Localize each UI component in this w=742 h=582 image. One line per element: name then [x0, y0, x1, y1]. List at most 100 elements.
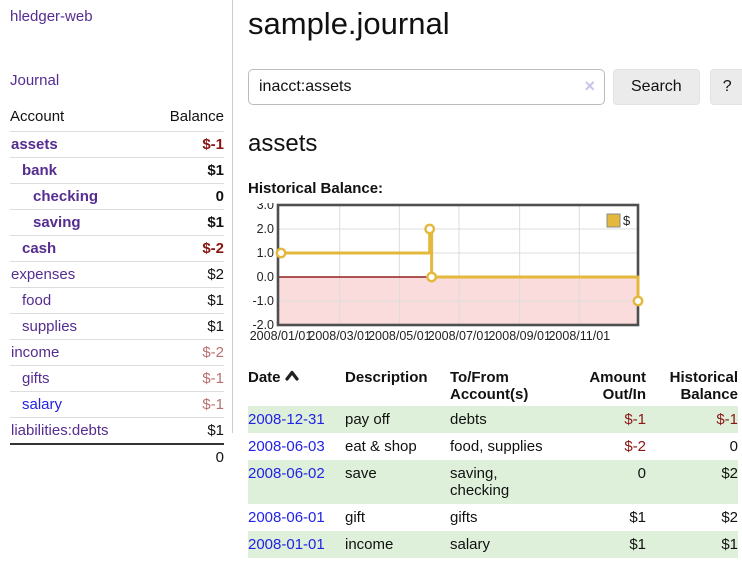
- sidebar-account-link[interactable]: saving: [33, 214, 81, 231]
- search-button[interactable]: Search: [613, 69, 700, 105]
- transaction-description: save: [345, 465, 377, 482]
- transaction-amount: $-2: [624, 438, 646, 455]
- sidebar-account-link[interactable]: checking: [33, 188, 99, 205]
- y-axis-tick-label: 0.0: [257, 270, 274, 284]
- transaction-description: pay off: [345, 411, 390, 428]
- transaction-date-link[interactable]: 2008-06-03: [248, 438, 325, 455]
- account-balance: 0: [148, 183, 224, 210]
- register-column-header: Historical Balance: [669, 369, 738, 403]
- account-balance: $1: [148, 157, 224, 184]
- account-balance: $1: [148, 417, 224, 445]
- search-form: × Search ?: [248, 69, 742, 105]
- x-axis-tick-label: 2008/03/01: [308, 329, 371, 343]
- transaction-amount: $-1: [624, 411, 646, 428]
- transaction-description: eat & shop: [345, 438, 417, 455]
- transaction-balance: $2: [721, 509, 738, 526]
- sidebar-account-link[interactable]: expenses: [11, 266, 76, 283]
- register-table: Date Description To/From Account(s) Amount …: [248, 366, 738, 558]
- account-balance: $1: [148, 209, 224, 236]
- account-heading: assets: [248, 130, 318, 157]
- account-balance: $1: [148, 287, 224, 314]
- account-row: income $-2: [10, 339, 224, 366]
- account-row: liabilities:debts $1: [10, 417, 224, 445]
- transaction-balance: $2: [721, 465, 738, 482]
- register-row: 2008-06-02 save saving, checking 0 $2: [248, 460, 738, 504]
- account-row: expenses $2: [10, 261, 224, 288]
- transaction-accounts: gifts: [450, 509, 478, 526]
- transaction-date-link[interactable]: 2008-01-01: [248, 536, 325, 553]
- register-row: 2008-06-03 eat & shop food, supplies $-2 0: [248, 433, 738, 460]
- x-axis-tick-label: 2008/09/01: [488, 329, 551, 343]
- transaction-amount: $1: [629, 536, 646, 553]
- transaction-balance: 0: [729, 438, 738, 455]
- register-column-header: Description: [345, 369, 428, 386]
- transaction-description: income: [345, 536, 394, 553]
- page-title: sample.journal: [248, 6, 450, 41]
- main-content: sample.journal × Search ? assets Histori…: [248, 0, 742, 558]
- search-box: ×: [248, 69, 605, 105]
- account-row: assets $-1: [10, 131, 224, 158]
- account-row: cash $-2: [10, 235, 224, 262]
- sidebar: hledger-web Journal Account Balance asse…: [0, 0, 233, 470]
- transaction-amount: $1: [629, 509, 646, 526]
- search-input[interactable]: [248, 69, 605, 105]
- x-axis-tick-label: 2008/07/01: [428, 329, 491, 343]
- help-button[interactable]: ?: [709, 69, 742, 105]
- account-row: checking 0: [10, 183, 224, 210]
- account-balance: $-2: [148, 235, 224, 262]
- sidebar-account-link[interactable]: bank: [22, 162, 58, 179]
- accounts-table: Account Balance assets $-1 bank $1 checking 0…: [10, 105, 224, 470]
- register-row: 2008-01-01 income salary $1 $1: [248, 531, 738, 558]
- account-balance: $1: [148, 313, 224, 340]
- register-row: 2008-12-31 pay off debts $-1 $-1: [248, 406, 738, 433]
- transaction-date-link[interactable]: 2008-06-02: [248, 465, 325, 482]
- transaction-amount: 0: [637, 465, 646, 482]
- account-balance: $-1: [148, 365, 224, 392]
- legend-swatch: [606, 213, 621, 228]
- transaction-accounts: salary: [450, 536, 491, 553]
- historical-balance-chart: $3.0 2.0 1.0 0.0 -1.0 -2.02008/01/012008/03/0…: [250, 198, 644, 343]
- data-point-marker[interactable]: [424, 223, 436, 235]
- clear-search-icon[interactable]: ×: [584, 76, 595, 96]
- transaction-accounts: saving, checking: [450, 465, 510, 499]
- sidebar-account-link[interactable]: supplies: [22, 318, 78, 335]
- x-axis-tick-label: 2008/05/01: [368, 329, 431, 343]
- accounts-column-header: Account: [10, 105, 149, 132]
- sidebar-account-link[interactable]: salary: [22, 396, 63, 413]
- balance-column-header: Balance: [148, 105, 224, 132]
- y-axis-tick-label: 2.0: [257, 222, 274, 236]
- sidebar-account-link[interactable]: income: [11, 344, 60, 361]
- plot-border: [276, 203, 640, 327]
- account-balance: $-1: [148, 131, 224, 158]
- account-row: saving $1: [10, 209, 224, 236]
- sidebar-account-link[interactable]: gifts: [22, 370, 50, 387]
- account-row: supplies $1: [10, 313, 224, 340]
- transaction-date-link[interactable]: 2008-12-31: [248, 411, 325, 428]
- transaction-accounts: debts: [450, 411, 487, 428]
- y-axis-tick-label: -1.0: [252, 294, 274, 308]
- account-row: food $1: [10, 287, 224, 314]
- y-axis-tick-label: 1.0: [257, 246, 274, 260]
- data-point-marker[interactable]: [632, 295, 644, 307]
- register-column-header: Amount Out/In: [589, 369, 646, 403]
- accounts-total-value: 0: [148, 443, 224, 470]
- register-column-header: To/From Account(s): [450, 369, 529, 403]
- transaction-description: gift: [345, 509, 366, 526]
- register-column-header[interactable]: Date: [248, 366, 345, 406]
- y-axis-tick-label: 3.0: [257, 203, 274, 212]
- data-point-marker[interactable]: [275, 247, 287, 259]
- legend-label: $: [623, 213, 631, 228]
- sidebar-account-link[interactable]: food: [22, 292, 52, 309]
- data-point-marker[interactable]: [426, 271, 438, 283]
- y-axis-tick-label: -2.0: [252, 318, 274, 332]
- sidebar-item-journal[interactable]: Journal: [10, 72, 60, 89]
- account-row: gifts $-1: [10, 365, 224, 392]
- sidebar-account-link[interactable]: cash: [22, 240, 57, 257]
- sidebar-account-link[interactable]: assets: [11, 136, 58, 153]
- transaction-accounts: food, supplies: [450, 438, 543, 455]
- sidebar-account-link[interactable]: liabilities:debts: [11, 422, 109, 439]
- account-balance: $-2: [148, 339, 224, 366]
- transaction-date-link[interactable]: 2008-06-01: [248, 509, 325, 526]
- chart-title: Historical Balance:: [248, 180, 384, 197]
- brand-link[interactable]: hledger-web: [10, 8, 93, 25]
